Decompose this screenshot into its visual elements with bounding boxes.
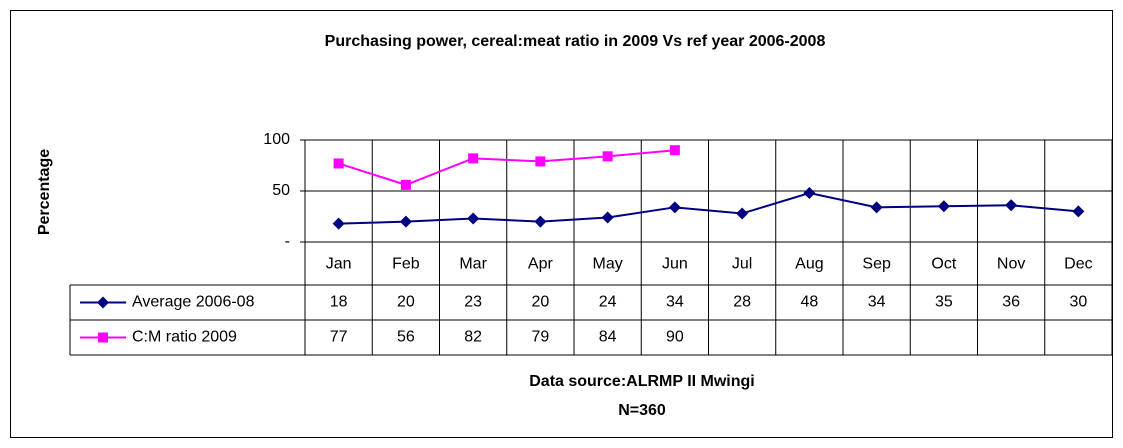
table-value: 20: [397, 294, 415, 311]
table-value: 24: [599, 294, 617, 311]
marker: [669, 145, 680, 156]
table-value: 77: [330, 329, 348, 346]
marker: [1005, 199, 1018, 212]
marker: [870, 201, 883, 214]
x-tick-label: Nov: [997, 256, 1025, 273]
y-tick-label: 50: [272, 182, 290, 199]
marker: [467, 212, 480, 225]
marker: [333, 158, 344, 169]
marker: [1072, 205, 1085, 218]
x-tick-label: Mar: [459, 256, 487, 273]
series-line: [338, 149, 675, 186]
x-tick-label: May: [593, 256, 623, 273]
marker: [601, 211, 614, 224]
table-value: 48: [800, 294, 818, 311]
legend-label: C:M ratio 2009: [132, 329, 237, 346]
x-tick-label: Jun: [662, 256, 688, 273]
table-value: 28: [733, 294, 751, 311]
legend-label: Average 2006-08: [132, 294, 255, 311]
x-tick-label: Oct: [931, 256, 956, 273]
table-value: 18: [330, 294, 348, 311]
marker: [602, 151, 613, 162]
marker: [97, 296, 109, 309]
marker: [535, 156, 546, 167]
chart-title: Purchasing power, cereal:meat ratio in 2…: [325, 33, 826, 50]
x-tick-label: Apr: [528, 256, 554, 273]
marker: [937, 200, 950, 213]
marker: [332, 217, 345, 230]
table-value: 82: [464, 329, 482, 346]
y-tick-label: -: [285, 233, 290, 250]
table-value: 90: [666, 329, 684, 346]
table-value: 56: [397, 329, 415, 346]
marker: [400, 179, 411, 190]
y-axis-label: Percentage: [36, 149, 53, 235]
table-value: 20: [531, 294, 549, 311]
x-tick-label: Feb: [392, 256, 420, 273]
x-tick-label: Aug: [795, 256, 823, 273]
table-value: 34: [666, 294, 684, 311]
x-tick-label: Jul: [732, 256, 752, 273]
table-value: 84: [599, 329, 617, 346]
marker: [736, 207, 749, 220]
x-tick-label: Jan: [326, 256, 352, 273]
series-line: [338, 192, 1079, 225]
marker: [468, 153, 479, 164]
marker: [668, 201, 681, 214]
annotation: N=360: [618, 402, 666, 419]
annotation: Data source:ALRMP II Mwingi: [529, 373, 755, 390]
marker: [98, 332, 108, 343]
marker: [803, 187, 816, 200]
table-value: 36: [1002, 294, 1020, 311]
marker: [399, 215, 412, 228]
chart-border: [10, 10, 1113, 438]
x-tick-label: Sep: [862, 256, 891, 273]
table-value: 30: [1069, 294, 1087, 311]
y-tick-label: 100: [263, 131, 290, 148]
x-tick-label: Dec: [1064, 256, 1092, 273]
table-value: 23: [464, 294, 482, 311]
table-value: 79: [531, 329, 549, 346]
table-value: 35: [935, 294, 953, 311]
marker: [534, 215, 547, 228]
table-value: 34: [868, 294, 886, 311]
